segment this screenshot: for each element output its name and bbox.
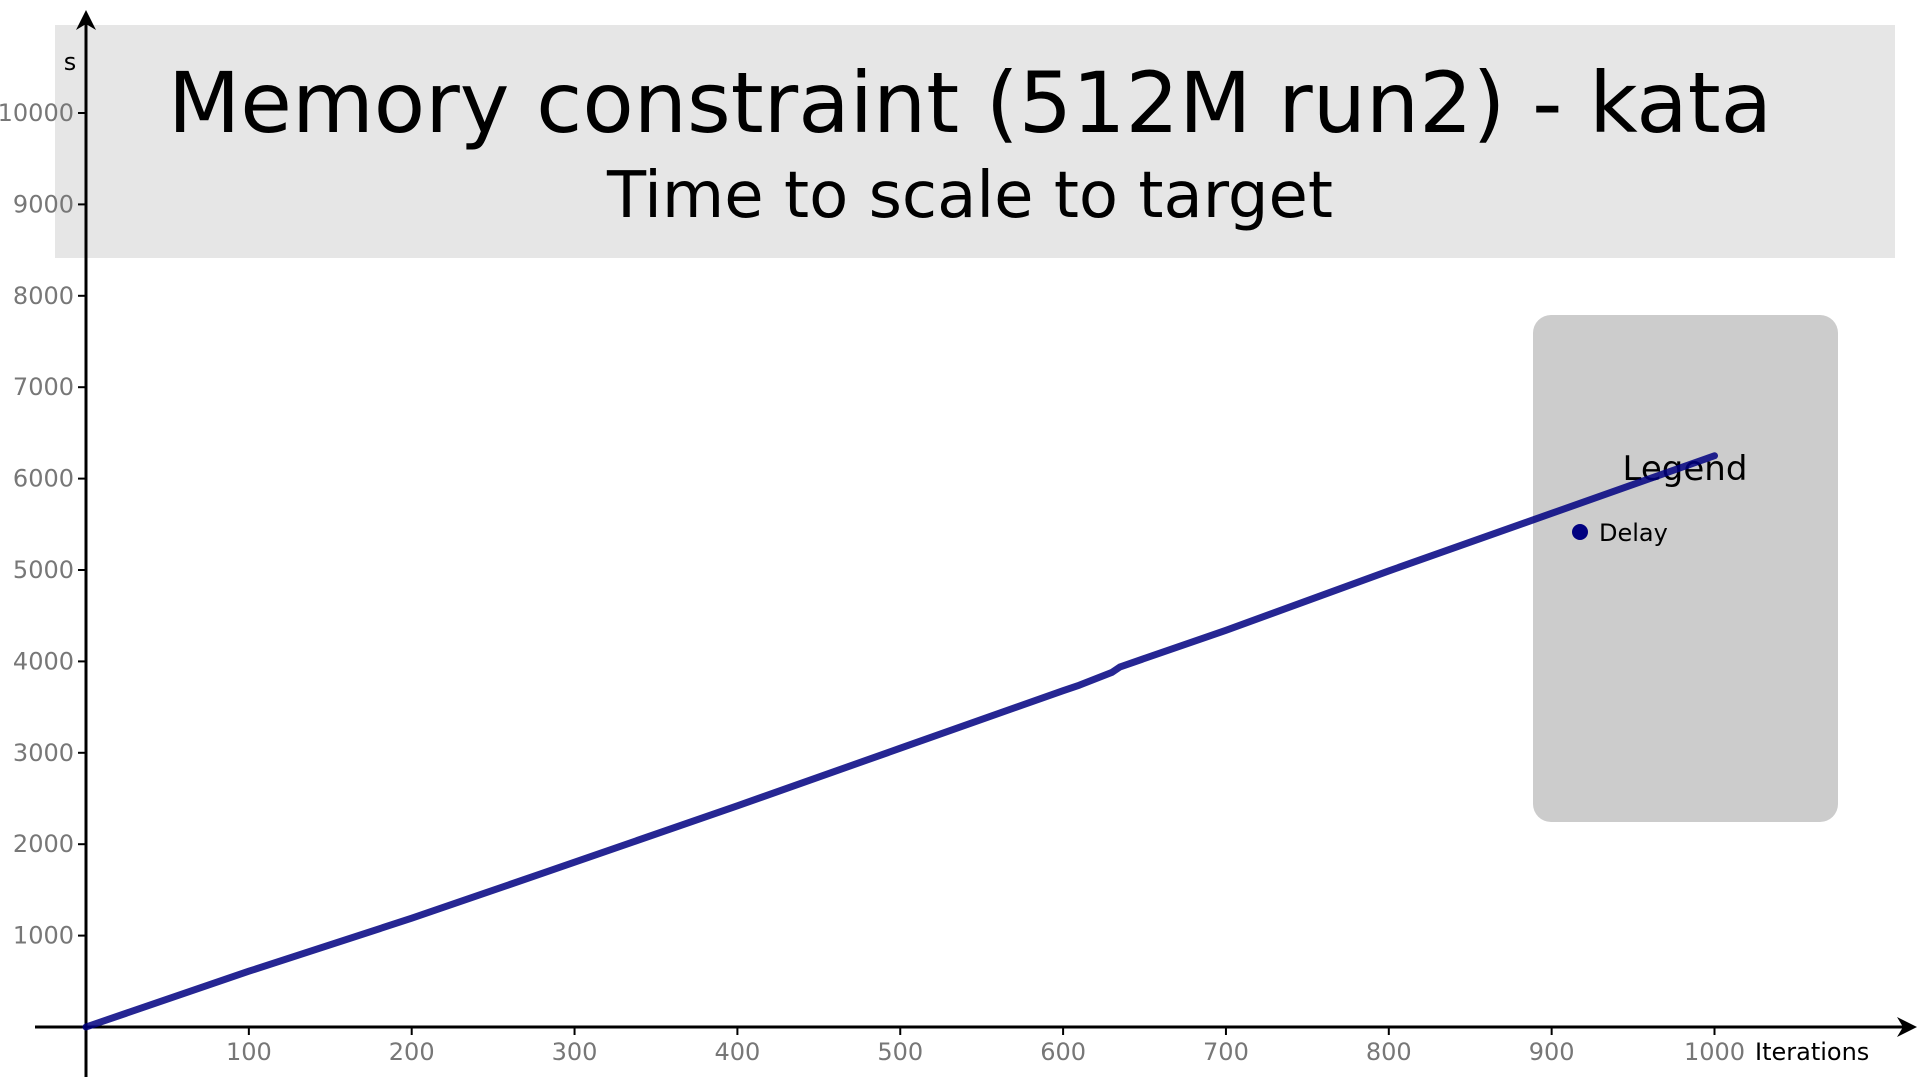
y-tick-label: 6000 [13, 465, 74, 493]
x-tick-label: 800 [1366, 1038, 1412, 1066]
x-axis-label: Iterations [1755, 1038, 1869, 1066]
x-tick-label: 700 [1203, 1038, 1249, 1066]
x-tick-label: 400 [714, 1038, 760, 1066]
legend-marker-delay [1572, 524, 1588, 540]
x-axis-arrowhead [1897, 1017, 1917, 1037]
x-tick-label: 600 [1040, 1038, 1086, 1066]
y-tick-label: 10000 [0, 99, 74, 127]
x-tick-label: 200 [389, 1038, 435, 1066]
chart-subtitle: Time to scale to target [606, 159, 1333, 233]
legend-entry-delay: Delay [1599, 519, 1668, 547]
y-tick-label: 4000 [13, 647, 74, 675]
y-tick-label: 2000 [13, 830, 74, 858]
x-tick-label: 1000 [1684, 1038, 1745, 1066]
legend-box [1533, 315, 1838, 822]
x-tick-label: 100 [226, 1038, 272, 1066]
y-axis-label: s [64, 48, 77, 76]
series-layer [82, 452, 1718, 1031]
y-tick-label: 9000 [13, 190, 74, 218]
x-tick-label: 900 [1529, 1038, 1575, 1066]
y-tick-label: 8000 [13, 282, 74, 310]
y-tick-label: 7000 [13, 373, 74, 401]
y-ticks: 1000 2000 3000 4000 5000 6000 7000 8000 9000 1000… [0, 99, 86, 950]
axes: s Iterations [35, 10, 1917, 1077]
chart-title: Memory constraint (512M run2) - kata [168, 54, 1772, 152]
x-tick-label: 300 [552, 1038, 598, 1066]
y-tick-label: 1000 [13, 922, 74, 950]
title-band [55, 25, 1895, 258]
y-axis-arrowhead [76, 10, 96, 30]
y-tick-label: 3000 [13, 739, 74, 767]
series-line-delay [82, 452, 1718, 1031]
x-tick-label: 500 [877, 1038, 923, 1066]
x-ticks: 100 200 300 400 500 600 700 800 900 1000 [226, 1027, 1745, 1066]
y-tick-label: 5000 [13, 556, 74, 584]
